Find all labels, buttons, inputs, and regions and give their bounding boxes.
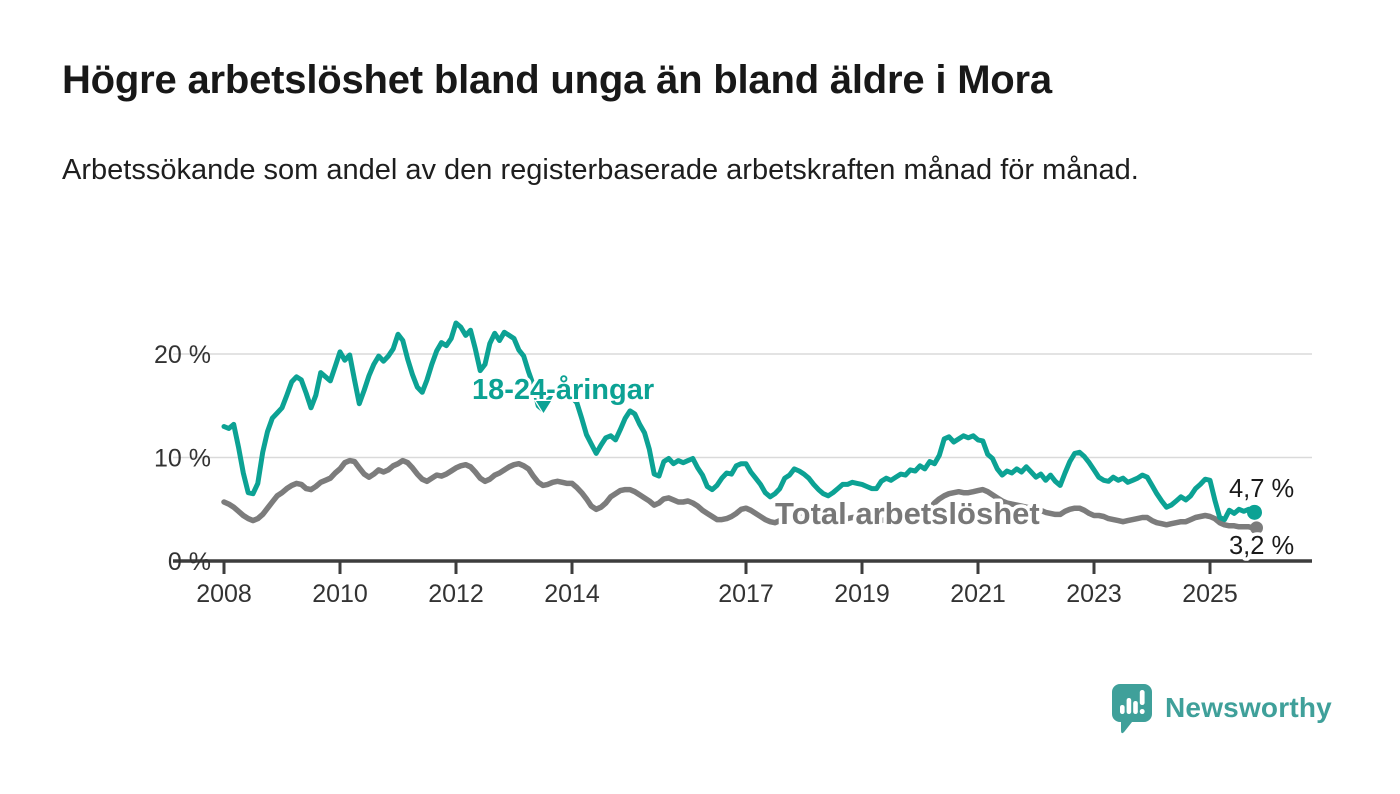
gridlines — [173, 353, 1312, 459]
x-tick-label: 2025 — [1182, 580, 1238, 608]
y-tick-label: 10 % — [154, 445, 211, 473]
chart-header: Högre arbetslöshet bland unga än bland ä… — [62, 56, 1322, 193]
newsworthy-logo: Newsworthy — [1112, 684, 1332, 742]
x-tick-label: 2017 — [718, 580, 774, 608]
y-tick-label: 20 % — [154, 341, 211, 369]
series-line-teal — [221, 320, 1256, 523]
end-dot-total — [1250, 521, 1263, 535]
x-axis: 2008 2010 2012 2014 2017 2019 2021 2023 2025 — [173, 559, 1312, 608]
x-tick-label: 2010 — [312, 580, 368, 608]
x-tick-label: 2023 — [1066, 580, 1122, 608]
chart-subtitle: Arbetssökande som andel av den registerb… — [62, 154, 1139, 186]
y-axis: 0 % 10 % 20 % — [154, 341, 211, 576]
label-arrow-down-icon — [533, 399, 554, 416]
newsworthy-brand-text: Newsworthy — [1165, 692, 1332, 723]
series-line-gray — [221, 457, 1257, 531]
x-tick-label: 2019 — [834, 580, 890, 608]
x-tick-label: 2012 — [428, 580, 484, 608]
series-label-young: 18-24-åringar — [472, 374, 654, 406]
y-tick-label: 0 % — [168, 548, 211, 576]
end-value-total: 3,2 % — [1229, 532, 1294, 560]
bar-chart-speech-bubble-icon — [1112, 684, 1152, 734]
end-value-young: 4,7 % — [1229, 475, 1294, 503]
x-tick-label: 2021 — [950, 580, 1006, 608]
series-label-total: Total arbetslöshet — [775, 496, 1040, 531]
x-tick-label: 2008 — [196, 580, 252, 608]
end-dot-young — [1247, 504, 1262, 520]
x-tick-label: 2014 — [544, 580, 600, 608]
page-title: Högre arbetslöshet bland unga än bland ä… — [62, 58, 1052, 102]
